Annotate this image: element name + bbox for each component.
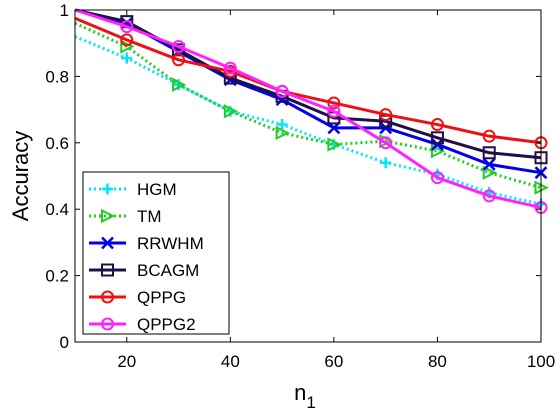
point-qppg <box>482 129 496 143</box>
y-tick-label: 0.8 <box>45 67 69 86</box>
legend-label: QPPG2 <box>137 315 196 334</box>
legend-swatch-marker <box>101 236 114 250</box>
point-qppg <box>379 108 393 122</box>
x-tick-label: 20 <box>117 352 136 371</box>
point-hgm <box>276 119 288 131</box>
legend-item-qppg2: QPPG2 <box>89 315 196 334</box>
point-qppg2 <box>223 61 237 75</box>
legend-item-qppg: QPPG <box>89 288 186 307</box>
point-qppg2 <box>172 40 186 54</box>
point-tm <box>275 125 290 140</box>
x-axis-title-main: n <box>294 380 306 405</box>
legend-swatch-marker <box>101 317 114 331</box>
point-qppg <box>430 118 444 132</box>
ticks-layer: 20 40 60 80 100 0 0.2 0.4 0.6 0.8 1 <box>45 1 555 371</box>
point-bcagm <box>482 146 496 160</box>
point-tm <box>430 143 446 159</box>
y-axis-title: Accuracy <box>8 131 33 221</box>
plot-frame <box>74 9 542 343</box>
x-tick-label: 80 <box>428 352 447 371</box>
series-line-tm <box>74 21 542 190</box>
point-qppg2 <box>327 104 341 118</box>
legend-item-tm: TM <box>89 207 162 226</box>
point-rrwhm <box>482 157 496 171</box>
legend-label: HGM <box>137 180 177 199</box>
legend-item-hgm: HGM <box>89 180 177 199</box>
point-qppg <box>327 96 341 110</box>
legend-label: TM <box>137 207 162 226</box>
series-line-hgm <box>74 35 542 206</box>
x-axis-title: n1 <box>294 380 316 412</box>
point-qppg2 <box>379 136 393 150</box>
y-tick-label: 0 <box>60 333 69 352</box>
point-qppg <box>172 53 186 67</box>
point-rrwhm <box>431 138 444 151</box>
y-tick-label: 0.4 <box>45 200 69 219</box>
point-hgm <box>380 157 392 169</box>
x-tick-label: 100 <box>527 352 555 371</box>
point-bcagm <box>430 131 444 145</box>
series-line-qppg2 <box>74 8 542 210</box>
legend-swatch-marker <box>102 183 113 195</box>
point-qppg2 <box>430 171 444 185</box>
point-tm <box>327 137 342 152</box>
legend-label: RRWHM <box>137 234 204 253</box>
point-qppg <box>120 33 134 47</box>
y-tick-label: 1 <box>60 1 69 20</box>
legend-item-bcagm: BCAGM <box>89 261 199 280</box>
x-axis-title-subscript: 1 <box>306 393 315 412</box>
legend-entries: HGM TM RRWHM BCAGM QPPG QPPG2 <box>89 180 204 334</box>
legend-label: BCAGM <box>137 261 199 280</box>
series-layer <box>74 8 549 215</box>
legend-swatch-marker <box>101 290 114 304</box>
point-tm <box>223 104 239 119</box>
point-rrwhm <box>379 121 393 135</box>
point-tm <box>482 165 497 180</box>
point-tm <box>120 39 135 54</box>
x-tick-label: 40 <box>221 352 240 371</box>
legend-label: QPPG <box>137 288 186 307</box>
legend-item-rrwhm: RRWHM <box>89 234 204 253</box>
x-tick-label: 60 <box>324 352 343 371</box>
series-qppg <box>74 16 548 150</box>
point-hgm <box>121 52 133 64</box>
y-tick-label: 0.2 <box>45 267 69 286</box>
legend-swatch-marker <box>101 208 116 224</box>
point-tm <box>172 77 187 92</box>
point-qppg2 <box>275 84 289 98</box>
point-qppg2 <box>120 20 134 34</box>
series-line-qppg <box>74 16 542 145</box>
legend-box <box>82 171 230 335</box>
legend-swatch-marker <box>101 263 114 277</box>
legend: HGM TM RRWHM BCAGM QPPG QPPG2 <box>82 171 230 335</box>
point-qppg2 <box>482 189 496 203</box>
y-tick-label: 0.6 <box>45 134 69 153</box>
